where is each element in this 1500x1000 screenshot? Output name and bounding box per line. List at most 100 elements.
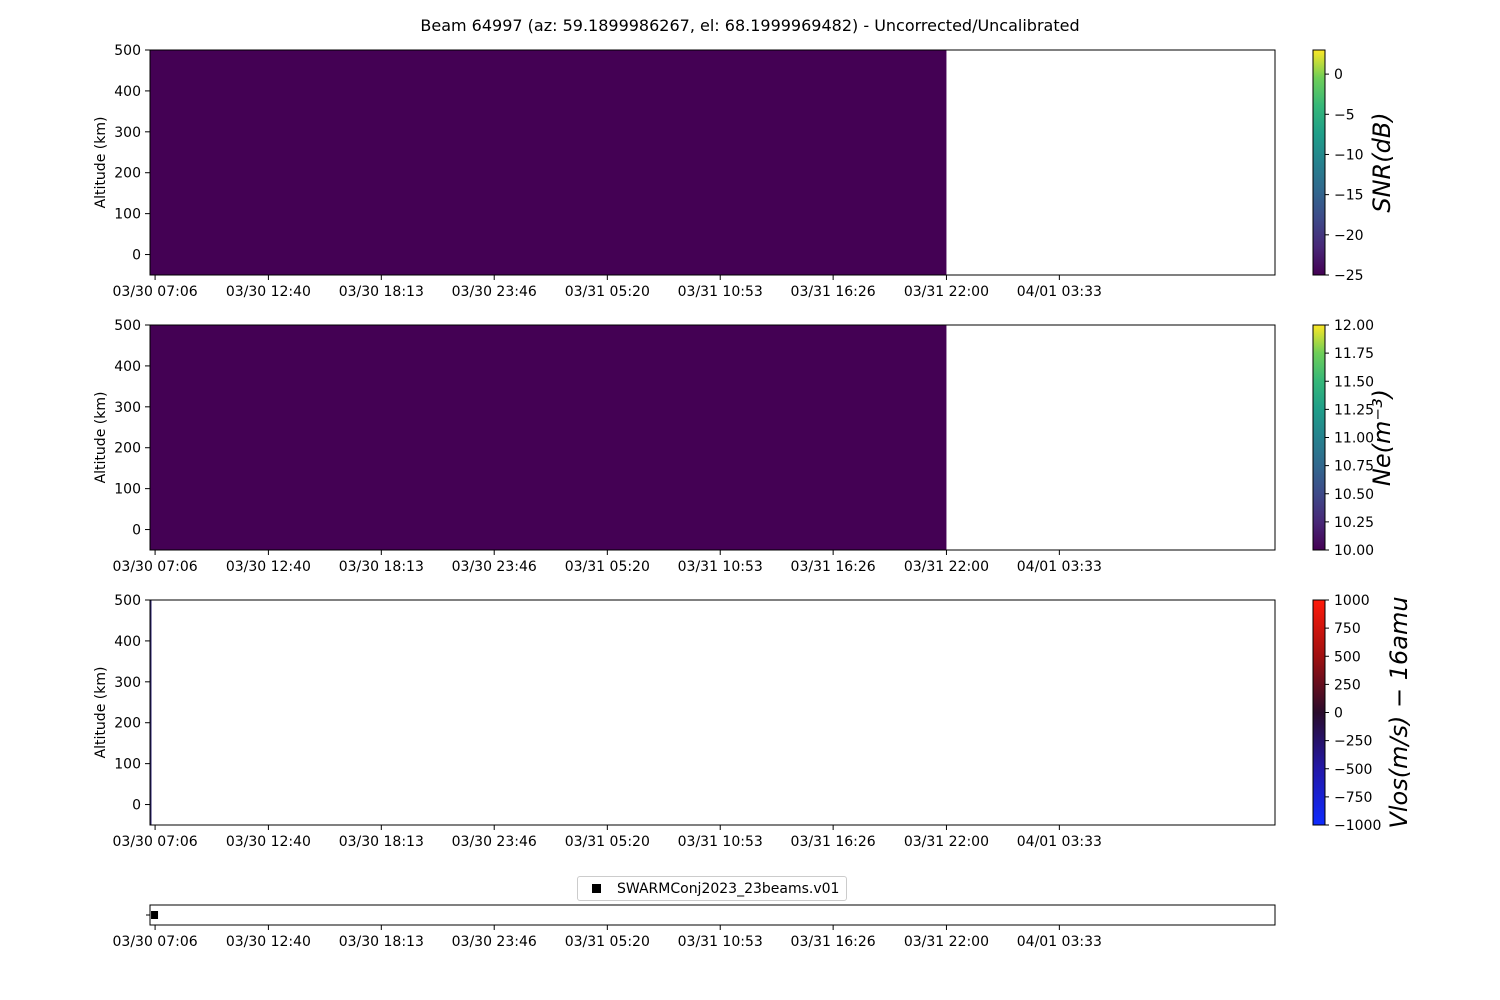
x-tick-label: 03/31 05:20 — [565, 834, 650, 850]
colorbar-tick-label: 10.25 — [1334, 515, 1374, 531]
colorbar-label: Vlos(m/s) − 16amu — [1385, 596, 1413, 828]
legend: SWARMConj2023_23beams.v01 — [577, 876, 847, 901]
x-tick-label: 03/31 10:53 — [678, 834, 763, 850]
y-tick-label: 500 — [114, 318, 141, 334]
x-tick-label: 03/30 18:13 — [339, 284, 424, 300]
y-tick-label: 300 — [114, 125, 141, 141]
y-axis-label: Altitude (km) — [93, 667, 109, 759]
colorbar-tick-label: 0 — [1334, 706, 1343, 722]
colorbar-tick-label: 10.75 — [1334, 459, 1374, 475]
x-tick-label: 03/31 22:00 — [904, 559, 989, 575]
legend-label: SWARMConj2023_23beams.v01 — [617, 880, 840, 897]
x-tick-label: 04/01 03:33 — [1017, 834, 1102, 850]
colorbar-label: SNR(dB) — [1368, 112, 1396, 212]
y-tick-label: 300 — [114, 400, 141, 416]
x-tick-label: 03/30 23:46 — [452, 934, 537, 950]
y-tick-label: 500 — [114, 43, 141, 59]
x-tick-label: 03/30 18:13 — [339, 934, 424, 950]
y-axis-label: Altitude (km) — [93, 392, 109, 484]
x-tick-label: 03/31 22:00 — [904, 834, 989, 850]
x-tick-label: 03/31 10:53 — [678, 559, 763, 575]
colorbar-tick-label: −500 — [1334, 762, 1372, 778]
x-tick-label: 03/31 10:53 — [678, 284, 763, 300]
y-tick-label: 100 — [114, 207, 141, 223]
colorbar-tick-label: 1000 — [1334, 593, 1370, 609]
x-tick-label: 03/30 12:40 — [226, 934, 311, 950]
y-axis-label: Altitude (km) — [93, 117, 109, 209]
colorbar-tick-label: 11.00 — [1334, 431, 1374, 447]
y-tick-label: 0 — [132, 248, 141, 264]
x-tick-label: 03/31 10:53 — [678, 934, 763, 950]
colorbar-tick-label: −5 — [1334, 107, 1355, 123]
x-tick-label: 03/31 22:00 — [904, 934, 989, 950]
y-tick-label: 200 — [114, 441, 141, 457]
colorbar-tick-label: −1000 — [1334, 818, 1381, 834]
x-tick-label: 03/30 07:06 — [113, 559, 198, 575]
y-tick-label: 400 — [114, 634, 141, 650]
colorbar-tick-label: −25 — [1334, 268, 1364, 284]
timeline-point — [151, 911, 159, 919]
y-tick-label: 400 — [114, 84, 141, 100]
colorbar-tick-label: −250 — [1334, 734, 1372, 750]
colorbar-tick-label: −20 — [1334, 228, 1364, 244]
colorbar-tick-label: −750 — [1334, 790, 1372, 806]
y-tick-label: 400 — [114, 359, 141, 375]
x-tick-label: 03/31 22:00 — [904, 284, 989, 300]
x-tick-label: 03/31 05:20 — [565, 559, 650, 575]
plot-frame — [149, 599, 1276, 826]
plot-frame — [149, 49, 1276, 276]
y-tick-label: 0 — [132, 798, 141, 814]
colorbar-label: Ne(m⁻³) — [1368, 389, 1396, 486]
x-tick-label: 03/30 23:46 — [452, 284, 537, 300]
heatmap-data-region — [150, 600, 152, 825]
y-tick-label: 200 — [114, 716, 141, 732]
x-tick-label: 03/31 05:20 — [565, 284, 650, 300]
colorbar-tick-label: 11.75 — [1334, 346, 1374, 362]
colorbar-tick-label: 12.00 — [1334, 318, 1374, 334]
plot-frame — [149, 324, 1276, 551]
legend-square-marker — [592, 884, 601, 893]
x-tick-label: 03/30 07:06 — [113, 284, 198, 300]
x-tick-label: 03/30 07:06 — [113, 834, 198, 850]
colorbar-tick-label: 250 — [1334, 677, 1361, 693]
x-tick-label: 03/30 18:13 — [339, 559, 424, 575]
y-tick-label: 300 — [114, 675, 141, 691]
x-tick-label: 03/31 16:26 — [791, 834, 876, 850]
x-tick-label: 03/30 12:40 — [226, 284, 311, 300]
x-tick-label: 03/30 12:40 — [226, 834, 311, 850]
colorbar-tick-label: 500 — [1334, 649, 1361, 665]
x-tick-label: 03/31 16:26 — [791, 934, 876, 950]
y-tick-label: 100 — [114, 482, 141, 498]
x-tick-label: 03/31 16:26 — [791, 559, 876, 575]
colorbar — [1312, 599, 1326, 826]
colorbar-tick-label: −15 — [1334, 188, 1364, 204]
x-tick-label: 03/31 16:26 — [791, 284, 876, 300]
y-tick-label: 0 — [132, 523, 141, 539]
x-tick-label: 03/30 12:40 — [226, 559, 311, 575]
y-tick-label: 100 — [114, 757, 141, 773]
colorbar-tick-label: 750 — [1334, 621, 1361, 637]
y-tick-label: 200 — [114, 166, 141, 182]
x-tick-label: 03/30 23:46 — [452, 559, 537, 575]
colorbar-tick-label: 11.50 — [1334, 374, 1374, 390]
colorbar-tick-label: 10.00 — [1334, 543, 1374, 559]
x-tick-label: 03/30 23:46 — [452, 834, 537, 850]
x-tick-label: 03/30 18:13 — [339, 834, 424, 850]
x-tick-label: 04/01 03:33 — [1017, 934, 1102, 950]
colorbar-tick-label: 0 — [1334, 67, 1343, 83]
x-tick-label: 04/01 03:33 — [1017, 559, 1102, 575]
x-tick-label: 03/30 07:06 — [113, 934, 198, 950]
heatmap-data-region — [150, 325, 947, 550]
colorbar-tick-label: 11.25 — [1334, 402, 1374, 418]
heatmap-data-region — [150, 50, 947, 275]
colorbar-tick-label: −10 — [1334, 147, 1364, 163]
colorbar — [1312, 49, 1326, 276]
x-tick-label: 04/01 03:33 — [1017, 284, 1102, 300]
colorbar-tick-label: 10.50 — [1334, 487, 1374, 503]
x-tick-label: 03/31 05:20 — [565, 934, 650, 950]
timeline-frame — [149, 904, 1276, 926]
y-tick-label: 500 — [114, 593, 141, 609]
colorbar — [1312, 324, 1326, 551]
figure-title: Beam 64997 (az: 59.1899986267, el: 68.19… — [420, 16, 1080, 35]
